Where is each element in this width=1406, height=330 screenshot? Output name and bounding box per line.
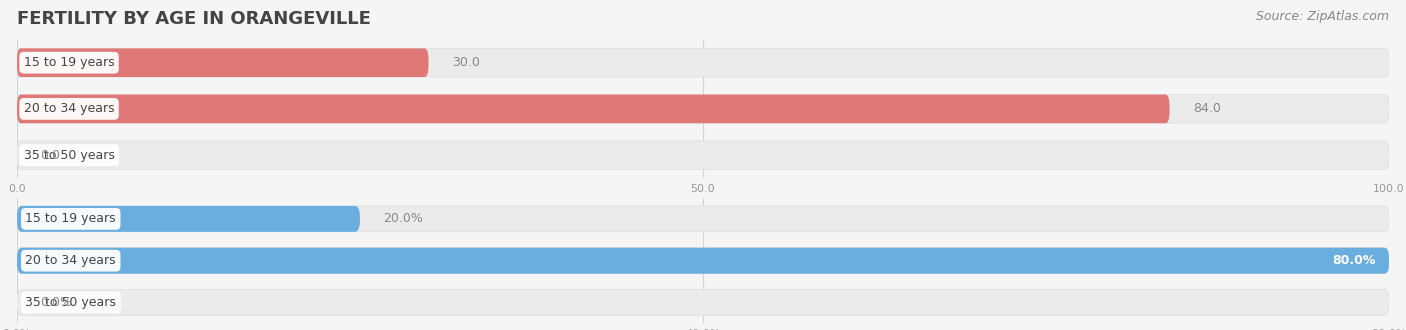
Text: 35 to 50 years: 35 to 50 years <box>24 148 115 162</box>
FancyBboxPatch shape <box>17 49 1389 77</box>
Text: 15 to 19 years: 15 to 19 years <box>24 56 114 69</box>
Text: 35 to 50 years: 35 to 50 years <box>25 296 117 309</box>
Text: 20 to 34 years: 20 to 34 years <box>25 254 117 267</box>
FancyBboxPatch shape <box>17 49 429 77</box>
FancyBboxPatch shape <box>17 141 1389 169</box>
Text: 0.0: 0.0 <box>41 148 60 162</box>
FancyBboxPatch shape <box>17 248 1389 274</box>
Text: 30.0: 30.0 <box>451 56 479 69</box>
Text: Source: ZipAtlas.com: Source: ZipAtlas.com <box>1256 10 1389 23</box>
FancyBboxPatch shape <box>17 248 1389 274</box>
FancyBboxPatch shape <box>17 206 1389 232</box>
Text: 0.0%: 0.0% <box>41 296 72 309</box>
Text: FERTILITY BY AGE IN ORANGEVILLE: FERTILITY BY AGE IN ORANGEVILLE <box>17 10 371 28</box>
Text: 15 to 19 years: 15 to 19 years <box>25 213 117 225</box>
Text: 84.0: 84.0 <box>1192 102 1220 115</box>
FancyBboxPatch shape <box>17 95 1389 123</box>
FancyBboxPatch shape <box>17 289 1389 315</box>
Text: 20.0%: 20.0% <box>384 213 423 225</box>
Text: 20 to 34 years: 20 to 34 years <box>24 102 114 115</box>
Text: 80.0%: 80.0% <box>1331 254 1375 267</box>
FancyBboxPatch shape <box>17 95 1170 123</box>
FancyBboxPatch shape <box>17 206 360 232</box>
